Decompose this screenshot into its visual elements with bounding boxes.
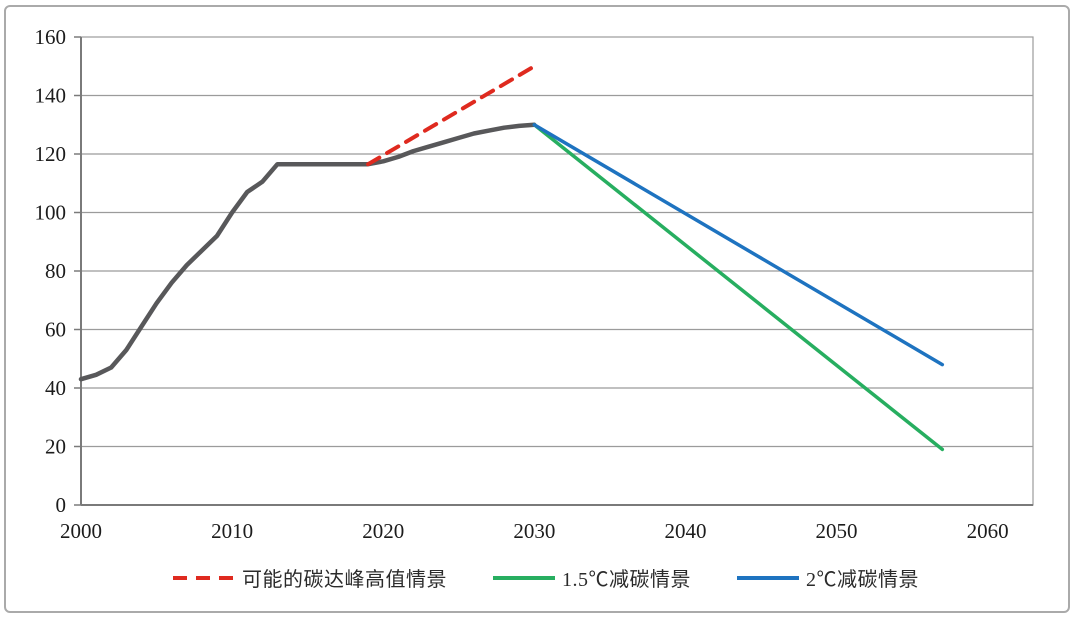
- scenario-1-5c-line: [532, 123, 945, 452]
- y-tick-label-140: 140: [35, 84, 67, 108]
- legend-label-peak-high-scenario: 可能的碳达峰高值情景: [242, 569, 447, 591]
- historical-emissions-curve-line: [78, 122, 537, 382]
- legend-label-1-5c-scenario: 1.5℃减碳情景: [562, 569, 691, 591]
- x-tick-label-2060: 2060: [967, 519, 1009, 543]
- y-tick-label-60: 60: [45, 318, 66, 342]
- y-tick-label-40: 40: [45, 376, 66, 400]
- y-tick-label-120: 120: [35, 142, 67, 166]
- legend-item-peak-high-scenario: 可能的碳达峰高值情景: [173, 563, 447, 592]
- legend-label-2c-scenario: 2℃减碳情景: [806, 569, 919, 591]
- legend-item-1-5c-scenario: 1.5℃减碳情景: [493, 563, 691, 592]
- x-tick-label-2010: 2010: [211, 519, 253, 543]
- y-tick-label-80: 80: [45, 259, 66, 283]
- green-line-sample: [493, 575, 555, 580]
- blue-line-sample: [737, 575, 799, 580]
- legend-item-2c-scenario: 2℃减碳情景: [737, 563, 919, 592]
- chart-frame: 0 20 40 60 80 100 120 140 160 2000 2010 2020 2030 204…: [4, 5, 1070, 613]
- x-tick-label-2020: 2020: [362, 519, 404, 543]
- x-tick-label-2050: 2050: [816, 519, 858, 543]
- scenario-2c-line: [532, 123, 945, 367]
- x-tick-label-2030: 2030: [513, 519, 555, 543]
- y-tick-label-20: 20: [45, 435, 66, 459]
- y-tick-label-160: 160: [35, 25, 67, 49]
- possible-peak-high-scenario-line: [366, 64, 537, 167]
- x-tick-label-2040: 2040: [664, 519, 706, 543]
- y-tick-label-100: 100: [35, 201, 67, 225]
- red-dashed-line-sample: [173, 575, 235, 580]
- legend: 可能的碳达峰高值情景 1.5℃减碳情景 2℃减碳情景: [6, 563, 1080, 592]
- x-tick-label-2000: 2000: [60, 519, 102, 543]
- y-tick-label-0: 0: [56, 493, 67, 517]
